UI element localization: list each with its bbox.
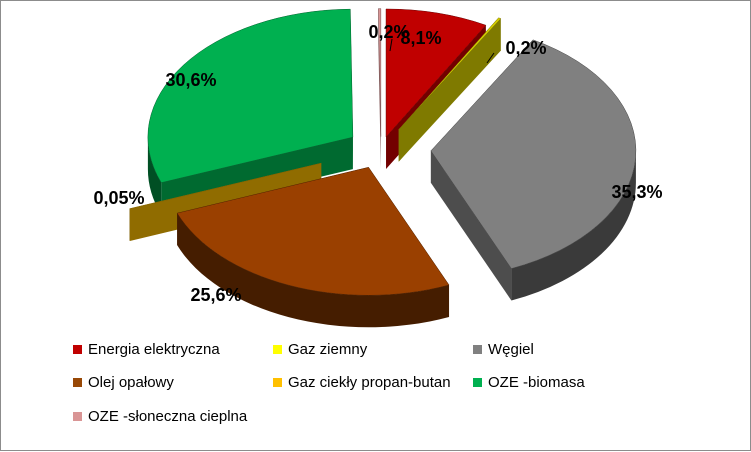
legend-item-5: Gaz ciekły propan-butan — [273, 374, 451, 391]
legend-label: Gaz ciekły propan-butan — [288, 374, 451, 391]
legend-swatch — [473, 345, 482, 354]
data-label-3: 35,3% — [611, 182, 662, 202]
legend-swatch — [273, 345, 282, 354]
legend-item-7: OZE -słoneczna cieplna — [73, 408, 247, 425]
legend-item-4: Olej opałowy — [73, 374, 174, 391]
legend-item-3: Węgiel — [473, 341, 534, 358]
legend-label: Gaz ziemny — [288, 341, 367, 358]
legend-label: OZE -biomasa — [488, 374, 585, 391]
legend-label: Energia elektryczna — [88, 341, 220, 358]
legend-item-1: Energia elektryczna — [73, 341, 220, 358]
data-label-5: 0,05% — [93, 188, 144, 208]
legend-label: Olej opałowy — [88, 374, 174, 391]
legend-item-2: Gaz ziemny — [273, 341, 367, 358]
legend-swatch — [73, 378, 82, 387]
legend-swatch — [273, 378, 282, 387]
data-label-4: 25,6% — [190, 285, 241, 305]
slices-layer — [130, 9, 636, 328]
data-label-7: 0,2% — [368, 22, 409, 42]
legend-label: OZE -słoneczna cieplna — [88, 408, 247, 425]
data-label-6: 30,6% — [165, 70, 216, 90]
legend: Energia elektryczna Gaz ziemny Węgiel Olej … — [73, 341, 733, 441]
legend-swatch — [473, 378, 482, 387]
legend-swatch — [73, 345, 82, 354]
data-label-2: 0,2% — [505, 38, 546, 58]
legend-swatch — [73, 412, 82, 421]
legend-label: Węgiel — [488, 341, 534, 358]
legend-item-6: OZE -biomasa — [473, 374, 585, 391]
